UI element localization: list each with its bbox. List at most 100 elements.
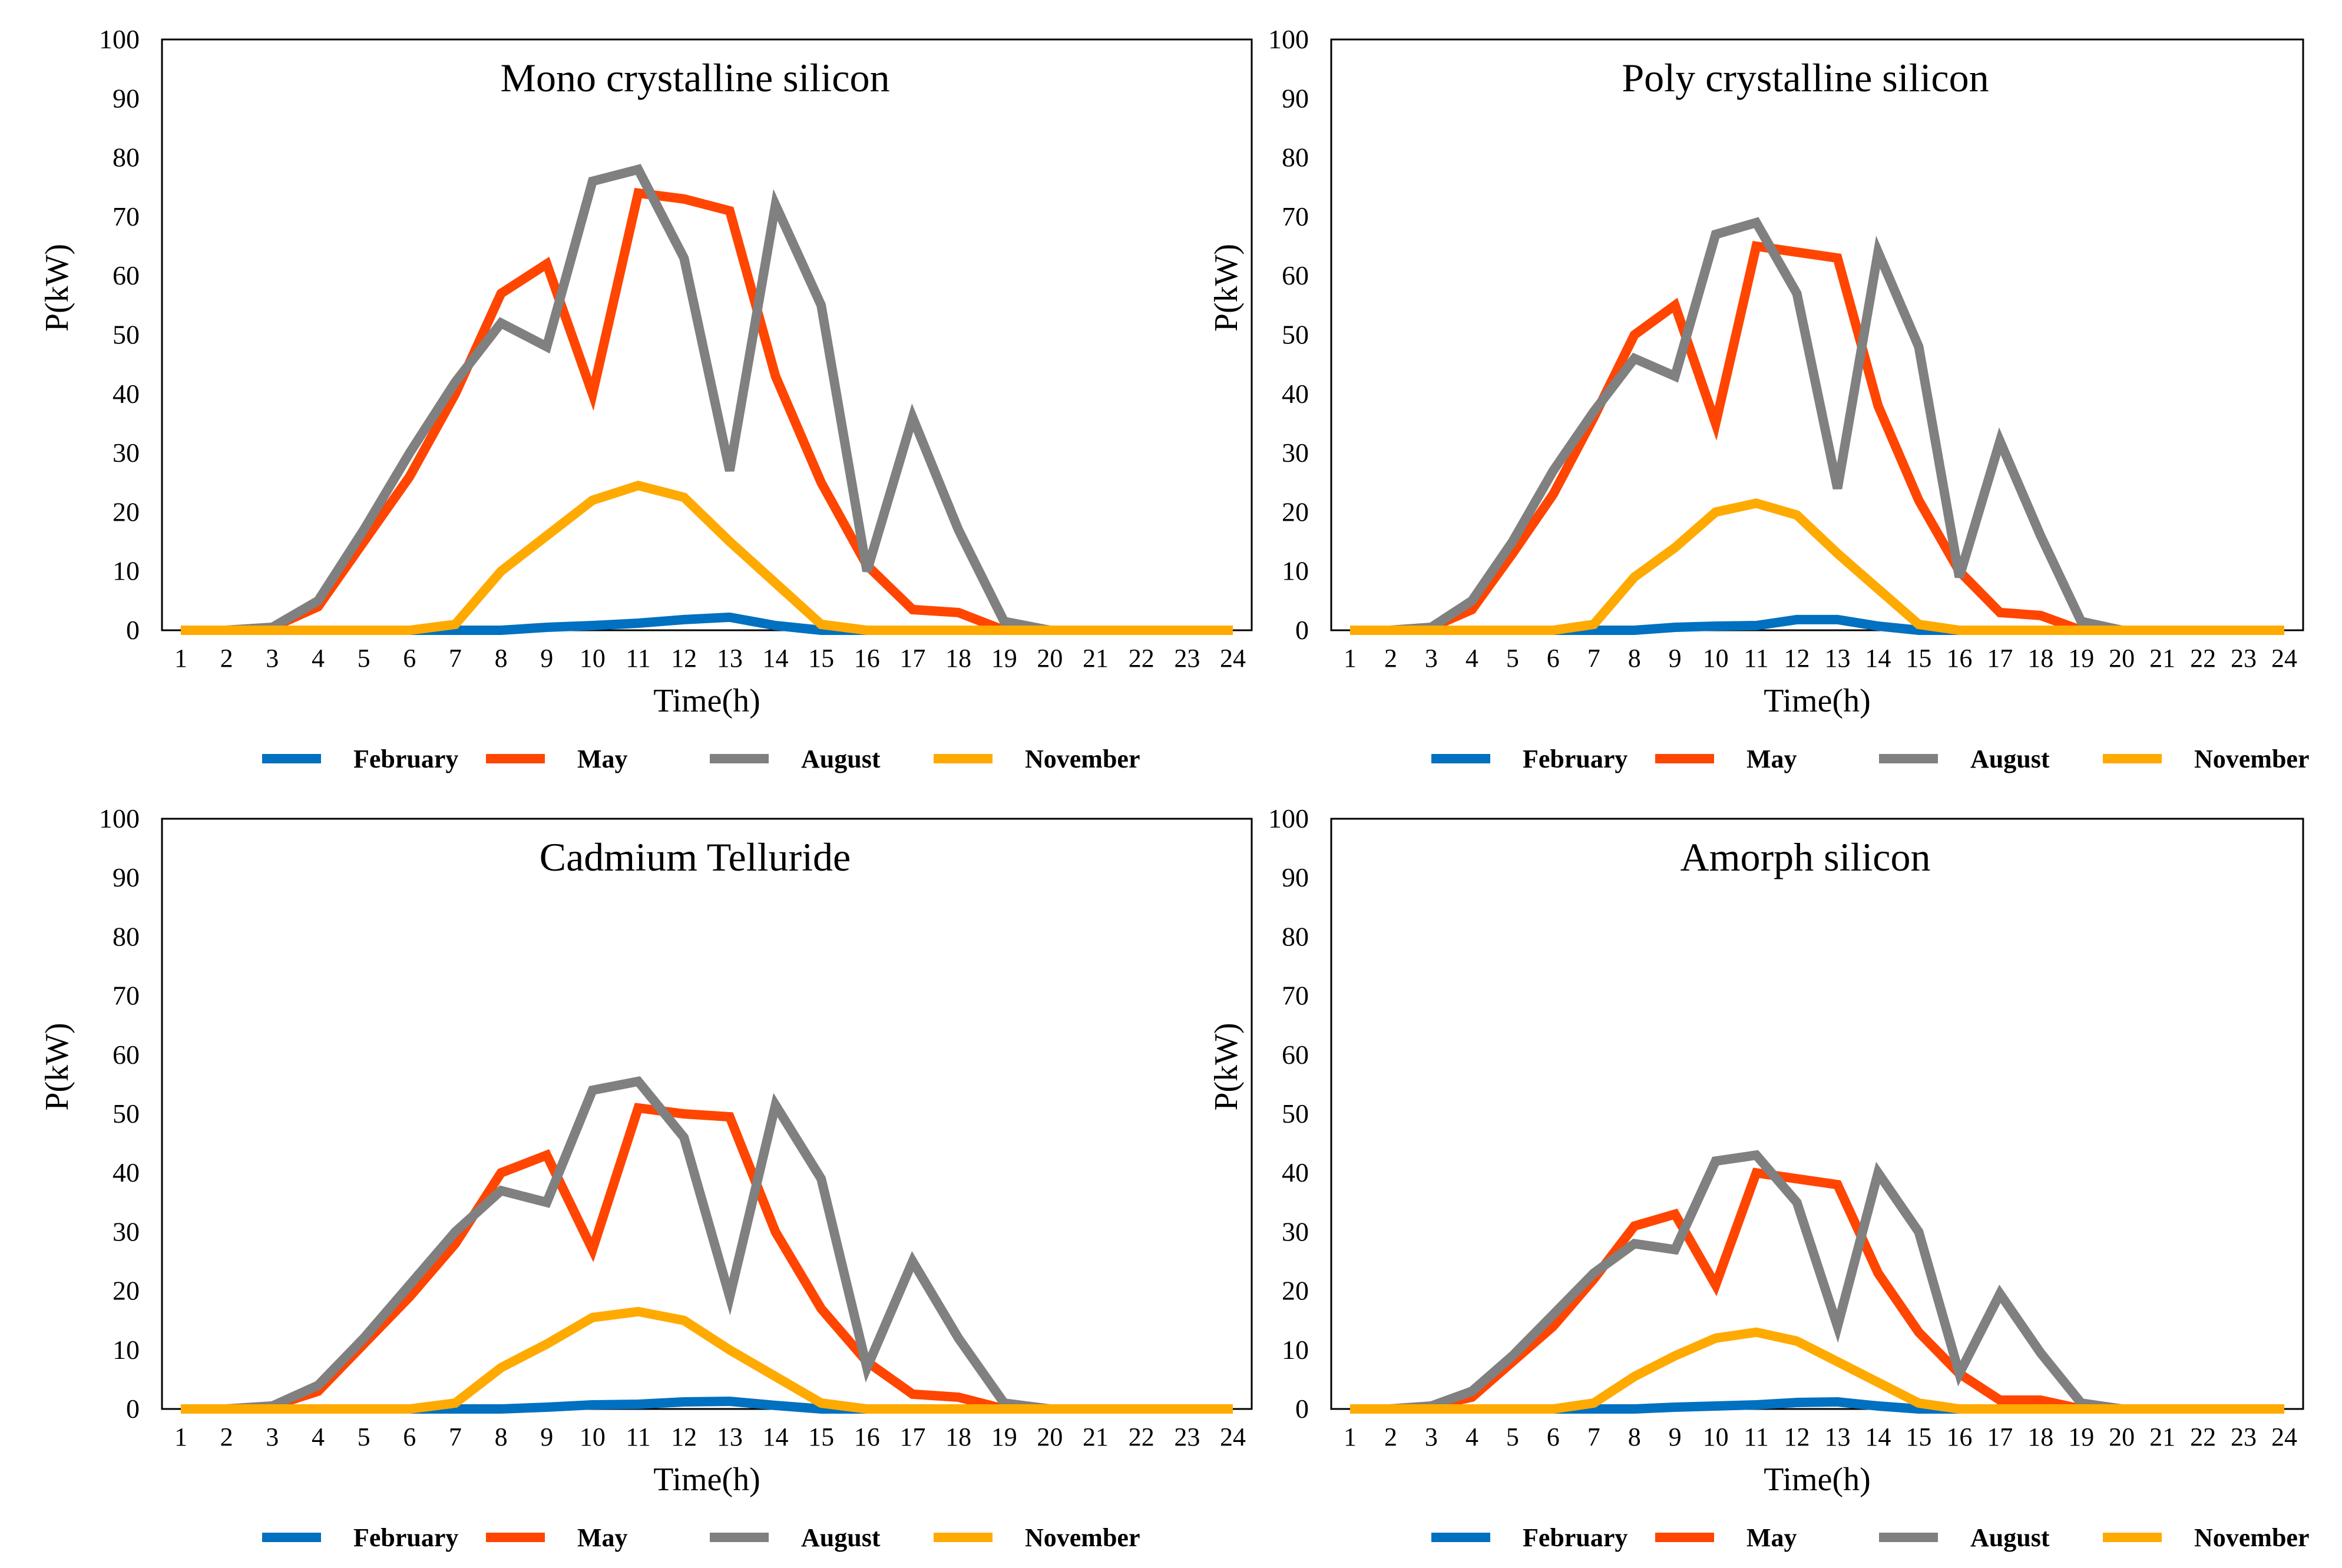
x-tick-label: 6 (403, 644, 416, 673)
legend-label-february: February (1523, 745, 1628, 773)
x-tick-label: 11 (626, 644, 650, 673)
x-tick-label: 1 (1344, 1423, 1357, 1451)
y-tick-label: 50 (1282, 320, 1309, 350)
x-tick-label: 17 (899, 1423, 925, 1451)
y-tick-label: 100 (1268, 803, 1309, 833)
series-line-august (181, 164, 1233, 635)
y-tick-label: 70 (113, 981, 140, 1011)
y-tick-label: 0 (1295, 615, 1309, 645)
x-tick-label: 16 (854, 1423, 880, 1451)
x-tick-label: 7 (1587, 644, 1600, 673)
legend-label-february: February (1523, 1523, 1628, 1552)
legend-label-may: May (1746, 745, 1797, 773)
x-tick-label: 14 (1865, 1423, 1891, 1451)
x-tick-label: 11 (1744, 1423, 1768, 1451)
x-tick-label: 19 (2068, 644, 2094, 673)
x-tick-label: 1 (174, 644, 187, 673)
y-axis-label: P(kW) (39, 244, 75, 332)
x-tick-label: 22 (1129, 1423, 1155, 1451)
x-tick-label: 21 (2149, 644, 2175, 673)
y-tick-label: 100 (99, 24, 140, 54)
x-tick-label: 5 (1506, 644, 1519, 673)
x-tick-label: 24 (1220, 644, 1246, 673)
y-tick-label: 80 (1282, 921, 1309, 951)
x-tick-label: 21 (1083, 1423, 1109, 1451)
chart-title: Mono crystalline silicon (500, 55, 889, 100)
x-tick-label: 4 (312, 1423, 325, 1451)
legend-label-may: May (577, 1523, 628, 1552)
series-line-november (181, 480, 1233, 635)
x-tick-label: 9 (540, 1423, 553, 1451)
x-tick-label: 20 (1037, 644, 1063, 673)
plot-frame (1330, 818, 2304, 1410)
x-tick-label: 6 (1547, 1423, 1560, 1451)
x-tick-label: 3 (266, 644, 279, 673)
x-tick-label: 16 (1946, 644, 1972, 673)
chart-title: Amorph silicon (1681, 835, 1931, 879)
x-tick-label: 22 (2190, 1423, 2216, 1451)
x-tick-label: 10 (580, 644, 606, 673)
y-tick-label: 90 (1282, 83, 1309, 113)
x-axis-label: Time(h) (653, 1461, 760, 1498)
chart-title: Cadmium Telluride (540, 835, 851, 879)
x-tick-label: 14 (1865, 644, 1891, 673)
x-tick-label: 8 (495, 644, 508, 673)
y-tick-label: 60 (1282, 260, 1309, 290)
y-tick-label: 90 (1282, 862, 1309, 892)
y-tick-label: 80 (113, 921, 140, 951)
legend-label-august: August (801, 745, 881, 773)
series-line-november (1350, 498, 2284, 635)
x-tick-label: 4 (1466, 644, 1478, 673)
y-tick-label: 70 (113, 201, 140, 231)
x-tick-label: 17 (899, 644, 925, 673)
legend-label-may: May (1746, 1523, 1797, 1552)
x-tick-label: 8 (495, 1423, 508, 1451)
legend-label-may: May (577, 745, 628, 773)
x-tick-label: 7 (449, 644, 462, 673)
x-tick-label: 23 (2231, 1423, 2257, 1451)
x-tick-label: 10 (1703, 1423, 1729, 1451)
x-tick-label: 19 (991, 644, 1017, 673)
plot-frame (161, 38, 1253, 631)
chart-title: Poly crystalline silicon (1622, 55, 1989, 100)
legend-label-february: February (353, 1523, 458, 1552)
x-tick-label: 12 (1784, 1423, 1810, 1451)
x-axis-label: Time(h) (653, 683, 760, 719)
x-tick-label: 10 (1703, 644, 1729, 673)
y-tick-label: 0 (1295, 1394, 1309, 1424)
legend-label-august: August (1970, 1523, 2050, 1552)
y-tick-label: 20 (113, 1276, 140, 1306)
series-line-august (181, 1076, 1233, 1414)
x-tick-label: 9 (1669, 1423, 1682, 1451)
y-tick-label: 30 (113, 1216, 140, 1246)
series-line-august (1350, 217, 2284, 635)
x-tick-label: 3 (266, 1423, 279, 1451)
y-tick-label: 60 (113, 1040, 140, 1070)
x-tick-label: 24 (1220, 1423, 1246, 1451)
x-tick-label: 20 (2109, 1423, 2135, 1451)
x-tick-label: 20 (1037, 1423, 1063, 1451)
x-tick-label: 10 (580, 1423, 606, 1451)
series-line-november (181, 1306, 1233, 1414)
y-tick-label: 0 (126, 1394, 140, 1424)
y-tick-label: 100 (99, 803, 140, 833)
y-tick-label: 10 (1282, 556, 1309, 586)
x-tick-label: 12 (1784, 644, 1810, 673)
x-tick-label: 4 (1466, 1423, 1478, 1451)
y-tick-label: 20 (113, 497, 140, 527)
y-tick-label: 40 (113, 1157, 140, 1187)
x-tick-label: 8 (1628, 644, 1641, 673)
x-tick-label: 3 (1425, 1423, 1438, 1451)
y-tick-label: 70 (1282, 981, 1309, 1011)
y-tick-label: 10 (1282, 1335, 1309, 1365)
x-tick-label: 2 (220, 644, 233, 673)
x-tick-label: 21 (2149, 1423, 2175, 1451)
legend-label-november: November (2194, 745, 2310, 773)
y-tick-label: 10 (113, 1335, 140, 1365)
x-tick-label: 19 (2068, 1423, 2094, 1451)
x-tick-label: 23 (2231, 644, 2257, 673)
x-tick-label: 5 (1506, 1423, 1519, 1451)
